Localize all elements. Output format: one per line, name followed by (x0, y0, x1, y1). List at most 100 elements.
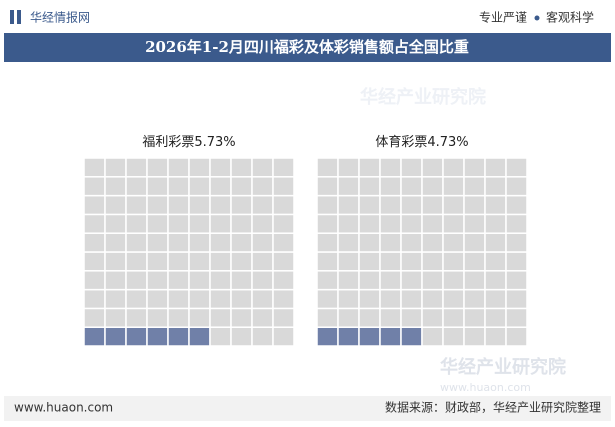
waffle-cell (104, 213, 127, 234)
waffle-cell-filled (316, 326, 339, 347)
waffle-cell (209, 232, 232, 253)
waffle-cell (400, 157, 423, 178)
waffle-cell (421, 288, 444, 310)
waffle-cell (400, 176, 423, 197)
waffle-cell (251, 176, 274, 197)
panel-title: 福利彩票5.73% (142, 135, 235, 150)
waffle-cell (272, 232, 295, 253)
waffle-cell (379, 194, 402, 216)
waffle-cell (316, 270, 339, 291)
waffle-cell (463, 251, 486, 272)
waffle-cell (484, 194, 507, 216)
footer-source: 数据来源：财政部，华经产业研究院整理 (385, 400, 601, 415)
waffle-cell (146, 251, 169, 272)
panel-value: 4.73% (427, 135, 468, 150)
waffle-cell (358, 270, 381, 291)
waffle-cell (167, 307, 190, 328)
waffle-cell (421, 176, 444, 197)
waffle-cell (251, 232, 274, 253)
waffle-cell (83, 213, 106, 234)
waffle-cell (463, 232, 486, 253)
waffle-cell (358, 232, 381, 253)
waffle-cell (442, 157, 465, 178)
waffle-cell-filled (104, 326, 127, 347)
waffle-cell (421, 251, 444, 272)
waffle-cell (505, 194, 528, 216)
waffle-cell (421, 232, 444, 253)
waffle-cell (251, 157, 274, 178)
waffle-cell (463, 288, 486, 310)
waffle-cell (442, 288, 465, 310)
waffle-cell (379, 288, 402, 310)
waffle-cell (316, 157, 339, 178)
waffle-cell (463, 326, 486, 347)
panel-title: 体育彩票4.73% (375, 134, 468, 150)
waffle-cell (230, 213, 253, 234)
waffle-cell-filled (358, 326, 381, 347)
waffle-cell (125, 251, 148, 272)
waffle-cell (316, 194, 339, 216)
waffle-cell-filled (188, 326, 211, 347)
panel-value: 5.73% (194, 135, 235, 150)
waffle-cell (230, 232, 253, 253)
waffle-cell (188, 270, 211, 291)
waffle-cell (400, 288, 423, 310)
waffle-cell (272, 270, 295, 291)
footer-bar (4, 396, 611, 421)
waffle-cell (146, 194, 169, 216)
waffle-cell (505, 270, 528, 291)
waffle-cell (337, 288, 360, 310)
waffle-cell (83, 307, 106, 328)
waffle-cell (209, 326, 232, 347)
waffle-cell (316, 213, 339, 234)
waffle-cell (251, 194, 274, 216)
waffle-cell (442, 251, 465, 272)
waffle-cell (379, 307, 402, 328)
waffle-cell (146, 213, 169, 234)
waffle-cell (188, 194, 211, 216)
waffle-cell (442, 270, 465, 291)
waffle-cell (484, 213, 507, 234)
waffle-cell (463, 194, 486, 216)
waffle-cell-filled (167, 326, 190, 347)
waffle-cell (442, 307, 465, 328)
waffle-cell (125, 213, 148, 234)
waffle-cell-filled (400, 326, 423, 347)
waffle-cell (379, 232, 402, 253)
waffle-cell (188, 157, 211, 178)
waffle-cell (104, 288, 127, 310)
waffle-cell (358, 157, 381, 178)
waffle-cell (400, 307, 423, 328)
waffle-cell (358, 194, 381, 216)
waffle-cell (400, 194, 423, 216)
waffle-cell (379, 213, 402, 234)
waffle-cell (379, 176, 402, 197)
waffle-cell (209, 251, 232, 272)
waffle-cell (167, 213, 190, 234)
waffle-cell (484, 157, 507, 178)
waffle-cell (505, 288, 528, 310)
waffle-cell (251, 270, 274, 291)
waffle-cell (104, 251, 127, 272)
waffle-cell (358, 307, 381, 328)
dot (534, 15, 540, 21)
waffle-cell (505, 251, 528, 272)
slogan: 专业严谨 (479, 10, 527, 25)
chart-title: 2026年1-2月四川福彩及体彩销售额占全国比重 (145, 38, 469, 56)
waffle-cell (146, 288, 169, 310)
waffle-cell (421, 326, 444, 347)
waffle-cell (251, 326, 274, 347)
waffle-cell (230, 176, 253, 197)
waffle-cell (484, 307, 507, 328)
logo-bar (17, 10, 21, 24)
waffle-cell-filled (125, 326, 148, 347)
waffle-cell (337, 270, 360, 291)
waffle-cell (316, 232, 339, 253)
slogan: 客观科学 (546, 10, 594, 25)
waffle-cell (421, 213, 444, 234)
waffle-cell (167, 270, 190, 291)
waffle-cell (146, 176, 169, 197)
waffle-cell (505, 176, 528, 197)
waffle-cell (209, 157, 232, 178)
